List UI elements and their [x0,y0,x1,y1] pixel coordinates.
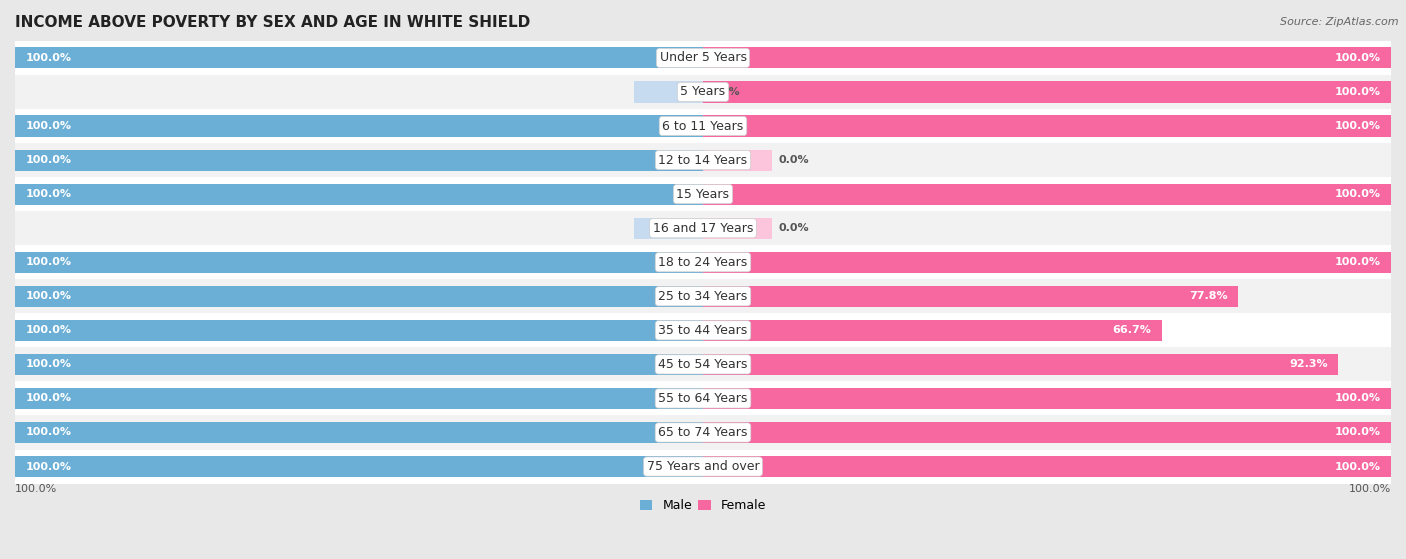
Bar [703,286,1239,307]
Bar [15,177,1391,211]
Text: 100.0%: 100.0% [25,155,72,165]
Text: 100.0%: 100.0% [1334,87,1381,97]
Bar [15,245,1391,280]
Bar [15,456,703,477]
Text: 100.0%: 100.0% [1334,257,1381,267]
Bar [15,252,703,273]
Text: INCOME ABOVE POVERTY BY SEX AND AGE IN WHITE SHIELD: INCOME ABOVE POVERTY BY SEX AND AGE IN W… [15,15,530,30]
Text: 100.0%: 100.0% [1348,484,1391,494]
Bar [703,82,1391,102]
Text: 92.3%: 92.3% [1289,359,1327,369]
Bar [15,143,1391,177]
Bar [15,422,703,443]
Bar [15,41,1391,75]
Text: 55 to 64 Years: 55 to 64 Years [658,392,748,405]
Text: 100.0%: 100.0% [25,53,72,63]
Text: 16 and 17 Years: 16 and 17 Years [652,222,754,235]
Bar [634,217,703,239]
Bar [703,354,1339,375]
Bar [15,211,1391,245]
Bar [15,381,1391,415]
Bar [634,82,703,102]
Bar [703,456,1391,477]
Text: 100.0%: 100.0% [1334,462,1381,472]
Text: 100.0%: 100.0% [25,394,72,404]
Text: 100.0%: 100.0% [1334,394,1381,404]
Bar [15,388,703,409]
Text: 100.0%: 100.0% [25,428,72,438]
Text: 0.0%: 0.0% [710,223,741,233]
Bar [15,320,703,341]
Text: 100.0%: 100.0% [25,291,72,301]
Text: 25 to 34 Years: 25 to 34 Years [658,290,748,303]
Text: Source: ZipAtlas.com: Source: ZipAtlas.com [1281,17,1399,27]
Bar [15,449,1391,484]
Text: 77.8%: 77.8% [1189,291,1227,301]
Text: 100.0%: 100.0% [25,189,72,199]
Text: 0.0%: 0.0% [779,223,810,233]
Text: 100.0%: 100.0% [25,359,72,369]
Bar [703,422,1391,443]
Text: 35 to 44 Years: 35 to 44 Years [658,324,748,337]
Text: 66.7%: 66.7% [1112,325,1152,335]
Bar [15,354,703,375]
Text: 0.0%: 0.0% [710,87,741,97]
Bar [15,183,703,205]
Bar [703,48,1391,68]
Text: 18 to 24 Years: 18 to 24 Years [658,255,748,269]
Bar [15,75,1391,109]
Bar [703,252,1391,273]
Text: 6 to 11 Years: 6 to 11 Years [662,120,744,132]
Bar [15,280,1391,313]
Bar [703,183,1391,205]
Text: 100.0%: 100.0% [25,325,72,335]
Bar [15,347,1391,381]
Text: 100.0%: 100.0% [1334,189,1381,199]
Text: 15 Years: 15 Years [676,188,730,201]
Bar [15,109,1391,143]
Bar [15,286,703,307]
Bar [703,320,1161,341]
Bar [15,116,703,136]
Bar [703,388,1391,409]
Text: 100.0%: 100.0% [1334,428,1381,438]
Text: 75 Years and over: 75 Years and over [647,460,759,473]
Text: 100.0%: 100.0% [1334,121,1381,131]
Text: 100.0%: 100.0% [25,121,72,131]
Text: 65 to 74 Years: 65 to 74 Years [658,426,748,439]
Text: 100.0%: 100.0% [25,462,72,472]
Text: 45 to 54 Years: 45 to 54 Years [658,358,748,371]
Legend: Male, Female: Male, Female [636,494,770,517]
Text: 100.0%: 100.0% [15,484,58,494]
Text: Under 5 Years: Under 5 Years [659,51,747,64]
Text: 5 Years: 5 Years [681,86,725,98]
Bar [15,149,703,170]
Text: 100.0%: 100.0% [25,257,72,267]
Bar [15,415,1391,449]
Text: 100.0%: 100.0% [1334,53,1381,63]
Bar [15,313,1391,347]
Bar [703,149,772,170]
Bar [703,217,772,239]
Bar [703,116,1391,136]
Text: 12 to 14 Years: 12 to 14 Years [658,154,748,167]
Text: 0.0%: 0.0% [779,155,810,165]
Bar [15,48,703,68]
